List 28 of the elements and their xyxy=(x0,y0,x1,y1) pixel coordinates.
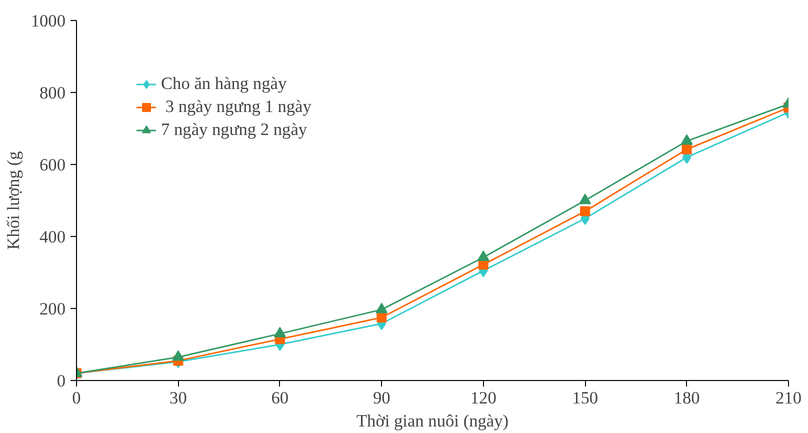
y-tick-label: 600 xyxy=(40,156,66,174)
point xyxy=(172,350,184,361)
point xyxy=(477,250,490,262)
x-axis-title: Thời gian nuôi (ngày) xyxy=(356,412,509,430)
point xyxy=(682,144,692,154)
legend-label: 3 ngày ngưng 1 ngày xyxy=(164,97,312,117)
legend-label: Cho ăn hàng ngày xyxy=(161,74,287,94)
y-axis-title: Khối lượng (g xyxy=(4,150,23,250)
point xyxy=(376,312,387,322)
x-tick-label: 30 xyxy=(170,388,187,408)
y-tick-label: 800 xyxy=(40,84,66,102)
point xyxy=(680,134,693,145)
x-tick-label: 60 xyxy=(271,388,289,408)
point xyxy=(376,302,388,314)
x-tick-label: 0 xyxy=(72,388,81,408)
point xyxy=(580,206,590,216)
y-tick-label: 1000 xyxy=(30,12,66,30)
x-tick-label: 210 xyxy=(776,388,802,408)
x-tick-label: 120 xyxy=(470,388,496,408)
legend-label: 7 ngày ngưng 2 ngày xyxy=(161,120,308,140)
x-tick-label: 150 xyxy=(572,388,598,408)
x-tick-label: 90 xyxy=(372,388,390,408)
y-tick-label: 400 xyxy=(40,228,66,246)
y-tick-label: 0 xyxy=(56,372,66,390)
point xyxy=(274,326,286,338)
x-tick-label: 180 xyxy=(674,388,700,408)
point xyxy=(579,194,592,204)
y-tick-label: 200 xyxy=(40,300,66,318)
